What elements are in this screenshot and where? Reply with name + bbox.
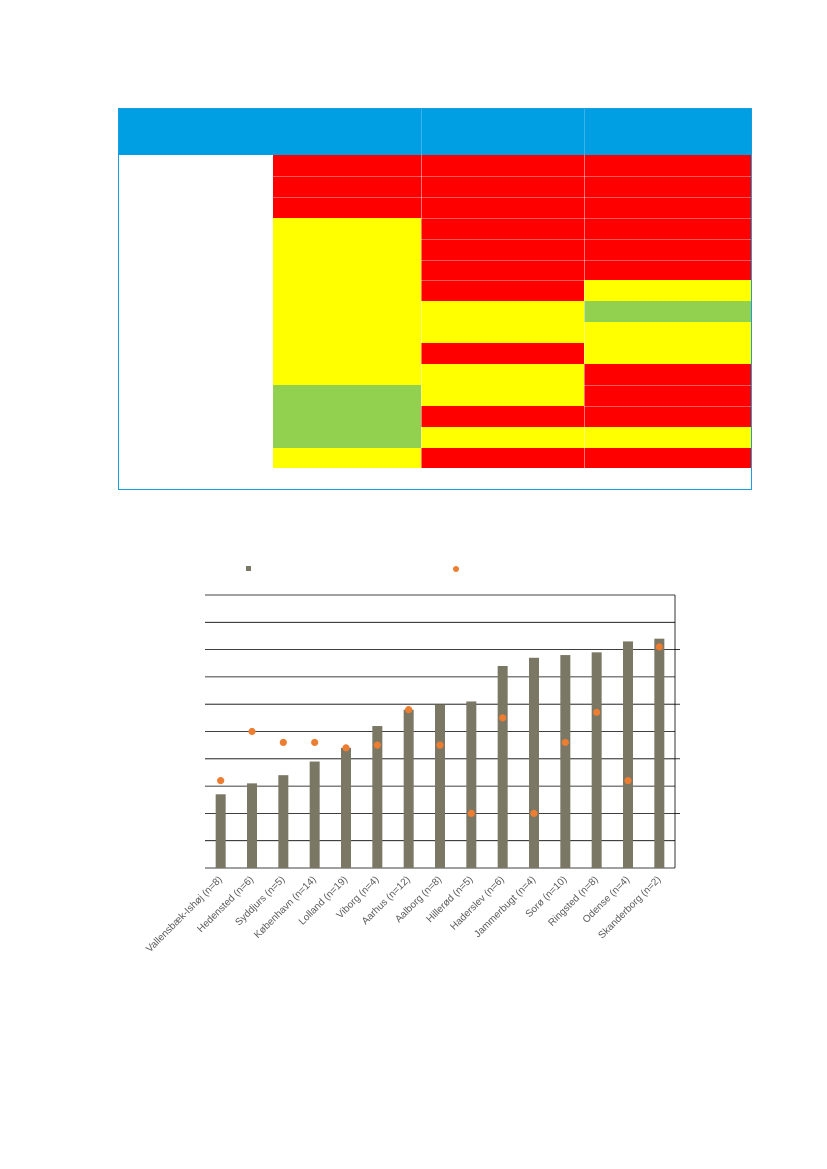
- data-point: [467, 809, 475, 817]
- status-cell: [421, 447, 584, 469]
- data-point: [373, 741, 381, 749]
- data-point: [624, 777, 632, 785]
- bar: [247, 783, 257, 868]
- data-point: [342, 744, 350, 752]
- status-cell: [584, 364, 751, 427]
- data-point: [655, 643, 663, 651]
- status-cell: [421, 343, 584, 364]
- row-divider: [273, 196, 421, 198]
- row-divider: [421, 259, 584, 261]
- row-divider: [584, 196, 751, 198]
- bar: [591, 652, 602, 868]
- x-tick-label: Haderslev (n=6): [449, 874, 507, 932]
- status-cell: [273, 447, 421, 469]
- data-point: [530, 809, 538, 817]
- row-divider: [584, 175, 751, 177]
- status-cell: [273, 217, 421, 385]
- status-cell: [584, 447, 751, 469]
- status-cell: [584, 426, 751, 448]
- data-point: [248, 727, 256, 736]
- status-cell: [421, 155, 584, 302]
- header-divider: [584, 109, 585, 155]
- bar: [403, 709, 414, 868]
- bar: [560, 655, 571, 868]
- chart-axes: [674, 595, 680, 868]
- legend-dot-marker: [453, 566, 459, 572]
- bar: [529, 657, 539, 868]
- row-divider: [584, 217, 751, 219]
- x-tick-label: Hedensted (n=6): [195, 874, 256, 935]
- bar: [372, 726, 383, 868]
- data-point: [436, 741, 444, 749]
- bar: [278, 775, 289, 868]
- bar: [623, 641, 633, 868]
- status-cell: [421, 426, 584, 448]
- status-cell: [584, 155, 751, 281]
- legend-bar-marker: [246, 566, 251, 571]
- row-divider: [584, 384, 751, 386]
- bar-chart: Vallensbæk-Ishøj (n=8)Hedensted (n=6)Syd…: [144, 566, 680, 955]
- row-divider: [421, 196, 584, 198]
- data-point: [217, 777, 225, 785]
- row-divider: [584, 259, 751, 261]
- status-cell: [421, 301, 584, 344]
- x-tick-label: Skanderborg (n=2): [597, 874, 664, 941]
- data-point: [311, 738, 319, 747]
- row-divider: [421, 280, 584, 282]
- status-cell: [273, 155, 421, 218]
- status-cell: [584, 301, 751, 323]
- status-cell: [584, 322, 751, 364]
- bar: [654, 638, 665, 868]
- row-divider: [421, 238, 584, 240]
- row-divider: [273, 175, 421, 177]
- dot-series: [217, 643, 663, 817]
- bar: [435, 704, 445, 868]
- data-point: [561, 738, 569, 747]
- data-point: [405, 706, 413, 714]
- row-divider: [584, 238, 751, 240]
- bar: [466, 701, 477, 868]
- bar: [497, 665, 508, 868]
- status-cell: [421, 405, 584, 427]
- data-point: [499, 714, 507, 722]
- row-divider: [421, 175, 584, 177]
- bar: [215, 794, 226, 868]
- status-cell: [421, 364, 584, 406]
- status-matrix-table: [118, 108, 752, 490]
- column-divider: [584, 155, 585, 469]
- row-divider: [584, 405, 751, 407]
- data-point: [279, 738, 287, 747]
- status-cell: [584, 280, 751, 302]
- x-tick-labels: Vallensbæk-Ishøj (n=8)Hedensted (n=6)Syd…: [144, 874, 663, 955]
- row-divider: [421, 217, 584, 219]
- table-header-row: [119, 109, 751, 155]
- status-cell: [273, 384, 421, 448]
- bar: [341, 747, 351, 868]
- header-divider: [421, 109, 422, 155]
- bar-series: [215, 638, 665, 868]
- data-point: [593, 708, 601, 716]
- column-divider: [421, 155, 422, 469]
- chart-legend: [246, 566, 459, 572]
- bar: [309, 761, 320, 868]
